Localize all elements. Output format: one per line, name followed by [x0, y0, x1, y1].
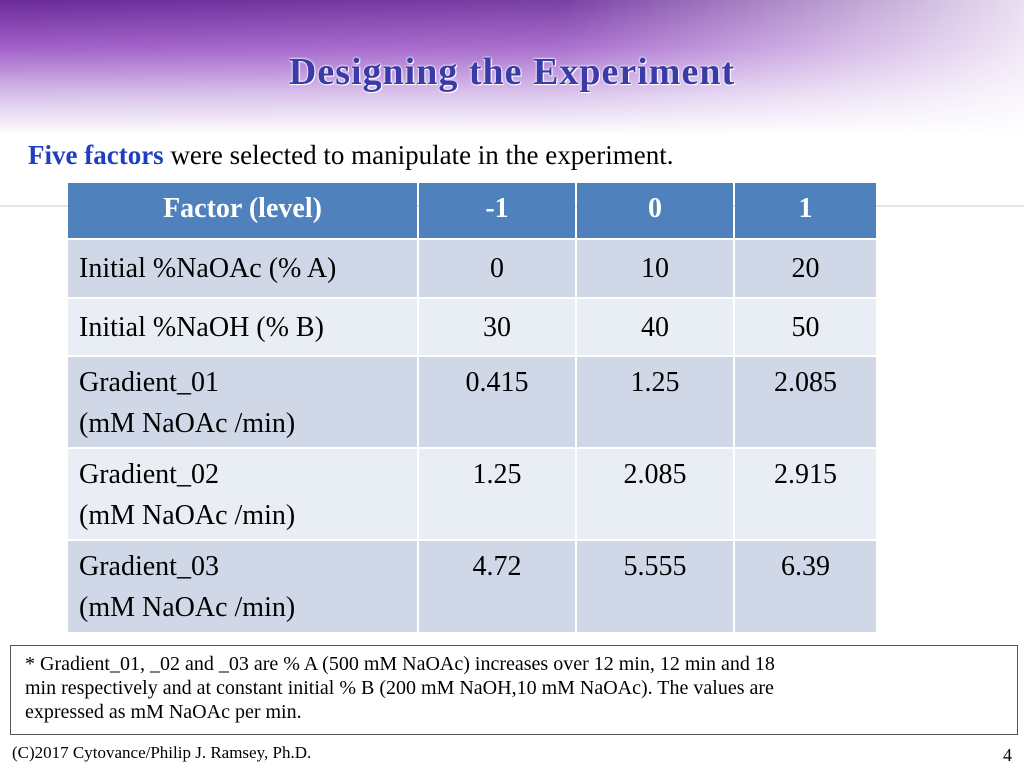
- value-cell: 1.25: [419, 449, 575, 539]
- header-cell: 1: [735, 183, 876, 238]
- intro: Five factors were selected to manipulate…: [28, 140, 673, 171]
- footnote: * Gradient_01, _02 and _03 are % A (500 …: [10, 645, 1018, 735]
- slide-title: Designing the Experiment: [288, 51, 736, 93]
- value-cell: 1.25: [577, 357, 733, 447]
- row-label: Initial %NaOH (% B): [68, 299, 417, 355]
- row-label: Gradient_03 (mM NaOAc /min): [68, 541, 417, 632]
- footnote-line: expressed as mM NaOAc per min.: [25, 701, 302, 723]
- banner: [0, 0, 1024, 135]
- footnote-line: * Gradient_01, _02 and _03 are % A (500 …: [25, 653, 775, 675]
- intro-text: were selected to manipulate in the exper…: [170, 140, 674, 170]
- label-line: Gradient_03: [79, 551, 219, 582]
- label-line: (mM NaOAc /min): [79, 500, 296, 531]
- value-cell: 50: [735, 299, 876, 355]
- row-label: Gradient_01 (mM NaOAc /min): [68, 357, 417, 447]
- value-cell: 0: [419, 240, 575, 297]
- label-line: Initial %NaOH (% B): [79, 312, 324, 343]
- row-label: Initial %NaOAc (% A): [68, 240, 417, 297]
- label-line: Initial %NaOAc (% A): [79, 253, 337, 284]
- value-cell: 6.39: [735, 541, 876, 632]
- value-cell: 5.555: [577, 541, 733, 632]
- header-cell: 0: [577, 183, 733, 238]
- value-cell: 4.72: [419, 541, 575, 632]
- value-cell: 40: [577, 299, 733, 355]
- footnote-line: min respectively and at constant initial…: [25, 677, 774, 699]
- value-cell: 2.915: [735, 449, 876, 539]
- page-number: 4: [1003, 745, 1012, 765]
- label-line: Gradient_02: [79, 459, 219, 490]
- value-cell: 30: [419, 299, 575, 355]
- value-cell: 20: [735, 240, 876, 297]
- credit: (C)2017 Cytovance/Philip J. Ramsey, Ph.D…: [12, 743, 312, 762]
- label-line: Gradient_01: [79, 367, 219, 398]
- label-line: (mM NaOAc /min): [79, 592, 296, 623]
- value-cell: 0.415: [419, 357, 575, 447]
- label-line: (mM NaOAc /min): [79, 408, 296, 439]
- row-label: Gradient_02 (mM NaOAc /min): [68, 449, 417, 539]
- header-cell: -1: [419, 183, 575, 238]
- value-cell: 10: [577, 240, 733, 297]
- intro-highlight: Five factors: [28, 140, 164, 170]
- header-cell: Factor (level): [68, 183, 417, 238]
- value-cell: 2.085: [577, 449, 733, 539]
- value-cell: 2.085: [735, 357, 876, 447]
